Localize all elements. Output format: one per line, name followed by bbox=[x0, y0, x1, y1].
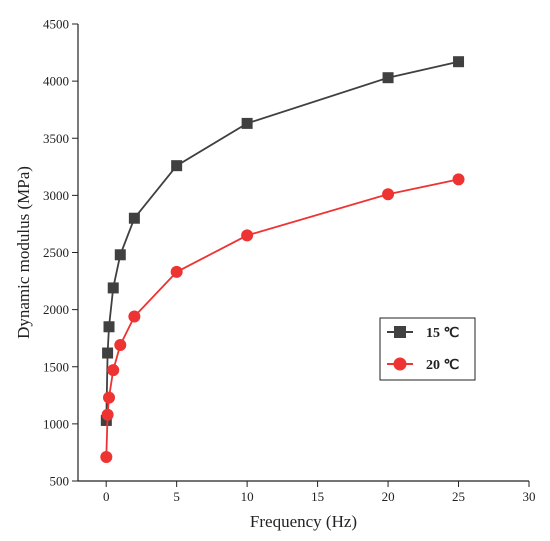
y-tick-label: 1500 bbox=[43, 359, 69, 374]
y-tick-label: 2000 bbox=[43, 302, 69, 317]
data-point bbox=[171, 160, 183, 172]
y-tick-label: 3000 bbox=[43, 188, 69, 203]
legend-label-0: 15 ℃ bbox=[426, 326, 460, 341]
x-tick-label: 15 bbox=[311, 489, 324, 504]
y-tick-label: 500 bbox=[50, 474, 70, 489]
data-point bbox=[128, 310, 141, 323]
legend-item-0: 15 ℃ bbox=[387, 326, 460, 341]
data-point bbox=[452, 173, 465, 186]
y-tick-label: 4000 bbox=[43, 74, 69, 89]
data-point bbox=[382, 72, 394, 84]
data-point bbox=[382, 188, 395, 201]
series-layer bbox=[100, 56, 465, 464]
data-point bbox=[101, 408, 114, 421]
series-1 bbox=[100, 173, 465, 464]
series-line bbox=[105, 178, 459, 458]
data-point bbox=[453, 56, 465, 68]
x-tick-label: 30 bbox=[523, 489, 536, 504]
data-point bbox=[100, 451, 113, 464]
data-point bbox=[170, 265, 183, 278]
y-tick-label: 2500 bbox=[43, 245, 69, 260]
legend: 15 ℃ 20 ℃ bbox=[379, 317, 476, 381]
data-point bbox=[114, 339, 127, 352]
x-tick-label: 10 bbox=[241, 489, 254, 504]
series-line bbox=[105, 60, 459, 421]
x-axis-label: Frequency (Hz) bbox=[250, 512, 357, 531]
legend-marker-square bbox=[394, 326, 406, 338]
x-tick-label: 25 bbox=[452, 489, 465, 504]
x-tick-label: 0 bbox=[103, 489, 110, 504]
y-tick-label: 3500 bbox=[43, 131, 69, 146]
y-tick-label: 4500 bbox=[43, 17, 69, 32]
data-point bbox=[103, 321, 115, 333]
data-point bbox=[128, 212, 140, 224]
axes: 500 1000 1500 2000 2500 3000 3500 4000 4500 0 5 10 1… bbox=[43, 17, 536, 505]
data-point bbox=[241, 117, 253, 129]
legend-item-1: 20 ℃ bbox=[387, 357, 460, 373]
data-point bbox=[241, 229, 254, 242]
y-tick-label: 1000 bbox=[43, 416, 69, 431]
legend-marker-circle bbox=[393, 357, 407, 371]
data-point bbox=[102, 347, 114, 359]
data-point bbox=[107, 282, 119, 294]
legend-label-1: 20 ℃ bbox=[426, 358, 460, 373]
x-tick-label: 5 bbox=[173, 489, 180, 504]
x-tick-label: 20 bbox=[382, 489, 395, 504]
data-point bbox=[107, 364, 120, 377]
y-axis-label: Dynamic modulus (MPa) bbox=[14, 166, 33, 339]
data-point bbox=[103, 391, 116, 404]
data-point bbox=[114, 249, 126, 261]
